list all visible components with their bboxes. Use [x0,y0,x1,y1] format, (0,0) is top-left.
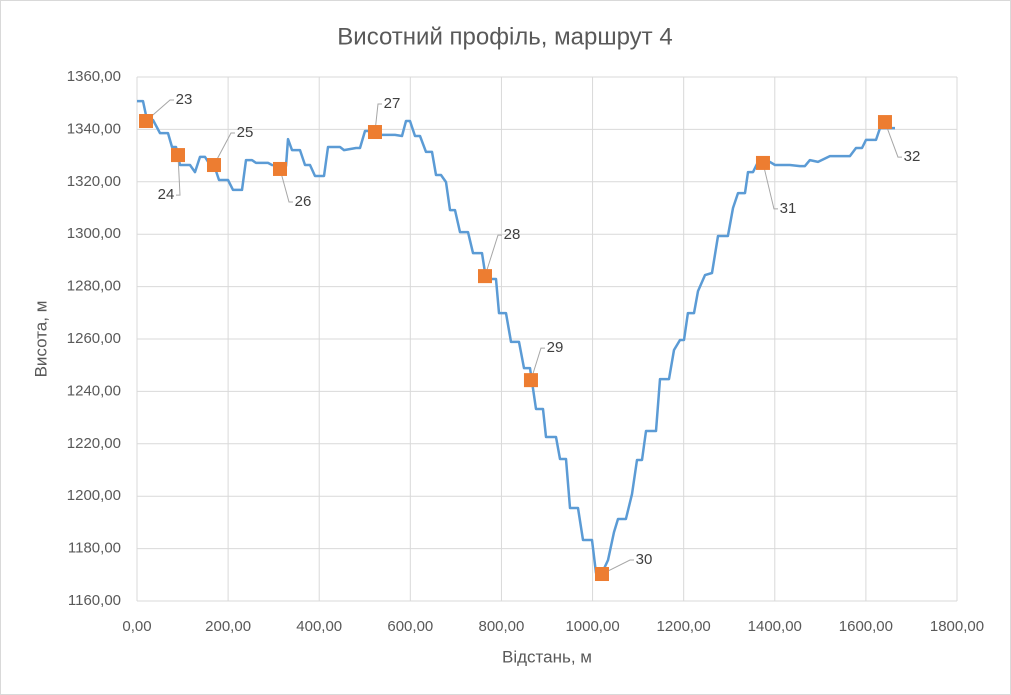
point-label: 29 [547,339,564,356]
x-tick-label: 800,00 [478,618,524,635]
chart-title: Висотний профіль, маршрут 4 [337,23,672,50]
y-tick-label: 1300,00 [67,225,121,242]
x-axis-label: Відстань, м [502,647,592,666]
leader-line [601,559,634,575]
y-tick-label: 1340,00 [67,120,121,137]
marker [594,567,609,582]
y-tick-label: 1240,00 [67,382,121,399]
x-tick-label: 400,00 [296,618,342,635]
marker [523,373,538,388]
leader-line [279,168,293,203]
point-label: 23 [176,91,193,108]
x-tick-label: 1800,00 [930,618,984,635]
leader-line [374,103,382,133]
marker [477,269,492,284]
y-tick-label: 1360,00 [67,68,121,85]
point-label: 32 [904,148,921,165]
y-tick-label: 1180,00 [68,540,121,557]
marker [755,155,770,170]
point-label: 28 [504,226,521,243]
x-tick-label: 0,00 [122,618,151,635]
y-tick-label: 1200,00 [67,487,121,504]
point-label: 31 [780,200,797,217]
x-tick-label: 600,00 [387,618,433,635]
point-label: 27 [384,95,401,112]
y-tick-label: 1260,00 [67,330,121,347]
leader-line [530,347,545,381]
x-tick-label: 1000,00 [565,618,619,635]
marker [171,148,185,163]
marker [272,161,287,176]
y-axis-label: Висота, м [31,301,50,378]
y-tick-label: 1280,00 [67,278,121,295]
y-tick-label: 1160,00 [68,592,121,609]
point-label: 24 [158,186,175,203]
x-tick-label: 200,00 [205,618,251,635]
marker [877,115,892,130]
point-label: 26 [295,193,312,210]
leader-line [213,132,235,166]
point-label: 25 [237,124,254,141]
marker [367,125,382,140]
y-tick-label: 1320,00 [67,173,121,190]
profile-line [137,99,895,575]
leader-line [176,155,181,196]
leader-line [762,162,778,210]
y-tick-label: 1220,00 [67,435,121,452]
marker [139,114,154,129]
point-label: 30 [636,551,653,568]
leader-line [884,121,902,158]
leader-line [484,234,502,277]
leader-line [145,99,175,122]
x-tick-label: 1200,00 [657,618,711,635]
x-tick-label: 1600,00 [839,618,893,635]
x-tick-label: 1400,00 [748,618,802,635]
marker [206,158,221,173]
